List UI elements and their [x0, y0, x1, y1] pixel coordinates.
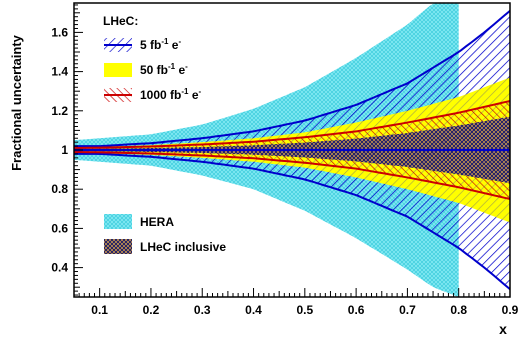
legend-entry-label: 5 fb-1 e- — [140, 37, 181, 52]
x-tick-label: 0.4 — [245, 303, 262, 317]
x-axis-title: x — [499, 321, 507, 337]
legend-entry-label: 1000 fb-1 e- — [140, 87, 202, 102]
legend-swatch — [104, 63, 132, 77]
y-axis: 0.4 0.6 0.8 1 1.2 1.4 1.6 — [51, 4, 83, 296]
legend-datasets: HERA LHeC inclusive — [104, 214, 226, 254]
x-tick-label: 0.7 — [399, 303, 416, 317]
curve-upper-1000-fb-1-e — [74, 100, 510, 149]
y-tick-label: 0.8 — [51, 182, 68, 196]
y-tick-label: 0.6 — [51, 221, 68, 235]
band-edge-curves — [74, 10, 510, 290]
x-tick-label: 0.2 — [143, 303, 160, 317]
legend-entry-label: 50 fb-1 e- — [140, 62, 188, 77]
y-tick-label: 1.4 — [51, 65, 68, 79]
x-tick-label: 0.8 — [450, 303, 467, 317]
x-tick-label: 0.1 — [91, 303, 108, 317]
legend-entry-label: HERA — [140, 215, 174, 229]
legend-swatch — [104, 239, 132, 254]
curve-upper-5-fb-1-e — [74, 10, 510, 148]
curve-lower-1000-fb-1-e — [74, 151, 510, 200]
x-axis: 0.1 0.2 0.3 0.4 0.5 0.6 0.7 0.8 0.9 — [73, 288, 519, 317]
x-tick-label: 0.6 — [348, 303, 365, 317]
y-tick-label: 1.6 — [51, 25, 68, 39]
x-tick-label: 0.3 — [194, 303, 211, 317]
legend-lhec: LHeC: 5 fb-1 e- 50 fb-1 e- 1000 fb-1 e- — [103, 14, 202, 102]
y-tick-label: 0.4 — [51, 261, 68, 275]
x-tick-label: 0.9 — [502, 303, 519, 317]
legend-swatch — [104, 214, 132, 229]
legend-title: LHeC: — [103, 14, 138, 28]
y-tick-label: 1.2 — [51, 104, 68, 118]
x-tick-label: 0.5 — [296, 303, 313, 317]
legend-entry-label: LHeC inclusive — [140, 240, 226, 254]
curve-lower-5-fb-1-e — [74, 152, 510, 290]
y-axis-title: Fractional uncertainty — [9, 34, 24, 171]
y-tick-label: 1 — [61, 143, 68, 157]
